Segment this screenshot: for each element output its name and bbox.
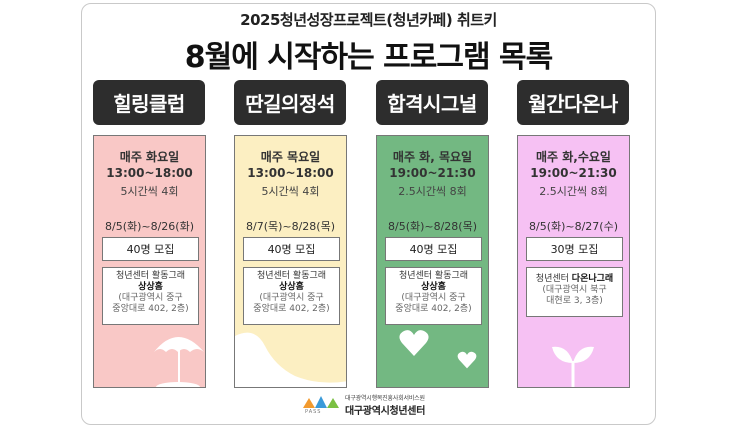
recruit-badge: 30명 모집: [526, 237, 623, 261]
program-period: 8/5(화)~8/27(수): [528, 220, 619, 233]
footer-organization: PASS 대구광역시행복진흥사회서비스원 대구광역시청년센터: [301, 393, 425, 417]
venue-center-line: 청년센터 다온나그래: [527, 274, 622, 285]
program-tab-monthly-daonna: 월간다온나: [517, 80, 629, 125]
program-card-pass-signal: 매주 화, 목요일 19:00~21:30 2.5시간씩 8회 8/5(화)~8…: [376, 135, 489, 388]
logo-caption: PASS: [305, 409, 322, 415]
venue-name: 상상홈: [138, 282, 163, 292]
program-time: 19:00~21:30: [530, 166, 617, 180]
recruit-badge: 40명 모집: [385, 237, 482, 261]
recruit-badge: 40명 모집: [102, 237, 199, 261]
recruit-badge: 40명 모집: [243, 237, 340, 261]
program-period: 8/7(목)~8/28(목): [245, 220, 336, 233]
venue-address-2: 중앙대로 402, 2층): [395, 304, 472, 314]
org-text: 대구광역시행복진흥사회서비스원 대구광역시청년센터: [345, 393, 425, 417]
program-sessions: 2.5시간씩 8회: [539, 185, 608, 198]
heart-icon: [399, 330, 429, 356]
program-days: 매주 목요일: [260, 150, 321, 164]
venue-name: 다온나그래: [571, 274, 614, 284]
venue-address-1: (대구광역시 중구: [118, 293, 183, 303]
venue-address-2: 중앙대로 402, 2층): [253, 304, 330, 314]
org-name: 대구광역시청년센터: [345, 406, 426, 417]
venue-address-1: (대구광역시 중구: [259, 293, 324, 303]
blob-decoration-icon: [235, 332, 346, 387]
venue-box: 청년센터 활동그래 상상홈 (대구광역시 중구 중앙대로 402, 2층): [385, 267, 482, 325]
program-tab-healing-club: 힐링클럽: [93, 80, 205, 125]
program-time: 13:00~18:00: [106, 166, 193, 180]
sprout-icon: [552, 346, 594, 387]
program-period: 8/5(화)~8/28(목): [387, 220, 478, 233]
venue-center: 청년센터: [535, 274, 569, 284]
program-tab-pass-signal: 합격시그널: [376, 80, 488, 125]
org-logo: PASS: [301, 394, 341, 416]
program-days: 매주 화, 목요일: [392, 150, 473, 164]
program-card-healing-club: 매주 화요일 13:00~18:00 5시간씩 4회 8/5(화)~8/26(화…: [93, 135, 206, 388]
program-card-ddangil: 매주 목요일 13:00~18:00 5시간씩 4회 8/7(목)~8/28(목…: [234, 135, 347, 388]
venue-box: 청년센터 활동그래 상상홈 (대구광역시 중구 중앙대로 402, 2층): [243, 267, 340, 325]
program-time: 13:00~18:00: [247, 166, 334, 180]
program-tab-ddangil: 딴길의정석: [234, 80, 346, 125]
program-card-monthly-daonna: 매주 화,수요일 19:00~21:30 2.5시간씩 8회 8/5(화)~8/…: [517, 135, 630, 388]
pass-logo-icon: [303, 396, 339, 408]
venue-center: 청년센터 활동그래: [256, 271, 327, 281]
program-sessions: 5시간씩 4회: [120, 185, 179, 198]
venue-address-2: 중앙대로 402, 2층): [112, 304, 189, 314]
poster-title: 8월에 시작하는 프로그램 목록: [184, 40, 553, 75]
venue-name: 상상홈: [421, 282, 446, 292]
venue-address-1: (대구광역시 북구: [542, 285, 607, 295]
venue-center: 청년센터 활동그래: [115, 271, 186, 281]
venue-address-1: (대구광역시 중구: [401, 293, 466, 303]
program-sessions: 5시간씩 4회: [261, 185, 320, 198]
heart-small-icon: [457, 351, 477, 369]
program-period: 8/5(화)~8/26(화): [104, 220, 195, 233]
venue-center: 청년센터 활동그래: [398, 271, 469, 281]
venue-box: 청년센터 다온나그래 (대구광역시 북구 대현로 3, 3층): [526, 267, 623, 317]
org-name-small: 대구광역시행복진흥사회서비스원: [345, 395, 425, 402]
program-sessions: 2.5시간씩 8회: [398, 185, 467, 198]
poster-subtitle: 2025청년성장프로젝트(청년카페) 취트키: [240, 11, 497, 29]
program-days: 매주 화요일: [119, 150, 180, 164]
program-days: 매주 화,수요일: [536, 150, 611, 164]
venue-box: 청년센터 활동그래 상상홈 (대구광역시 중구 중앙대로 402, 2층): [102, 267, 199, 325]
program-time: 19:00~21:30: [389, 166, 476, 180]
venue-name: 상상홈: [279, 282, 304, 292]
umbrella-icon: [154, 337, 204, 387]
venue-address-2: 대현로 3, 3층): [546, 296, 603, 306]
